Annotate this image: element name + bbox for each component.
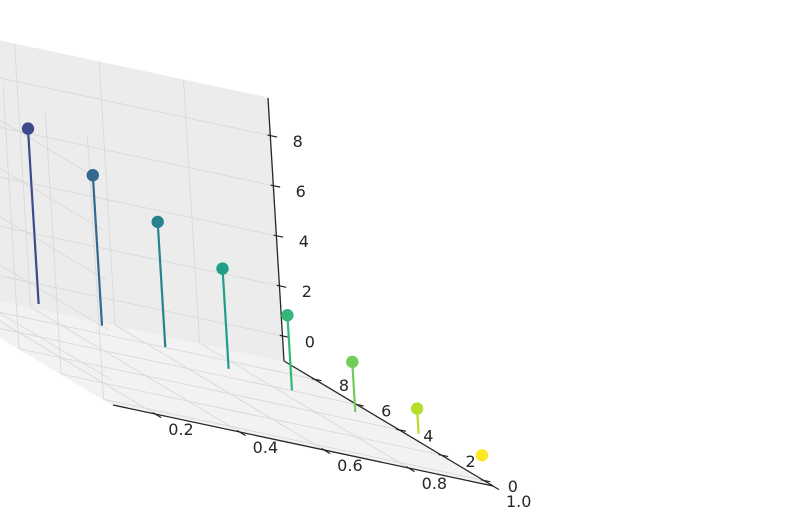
grid-line-z-wall (0, 312, 112, 381)
grid-line-x-back (98, 61, 116, 326)
x-axis-tick-label: 0.6 (337, 456, 362, 475)
y-axis-tick (480, 479, 491, 483)
stem-marker (281, 309, 294, 322)
grid-line-x-floor (199, 342, 409, 469)
y-axis-tick-label: 4 (423, 427, 433, 446)
z-axis-tick-label: 6 (296, 182, 306, 201)
stem-series (21, 122, 489, 462)
stem-line (286, 315, 294, 391)
grid-line-z-back (0, 225, 280, 287)
y-axis-tick (311, 378, 322, 382)
grid-line-z-wall (0, 264, 109, 331)
grid-line-x-back (183, 79, 201, 344)
stem-marker (346, 355, 359, 369)
z-axis-tick (270, 184, 281, 188)
z-axis-tick-label: 8 (293, 132, 303, 151)
x-axis-tick-label: 0.2 (168, 420, 193, 439)
grid-line-z-back (0, 176, 277, 237)
x-axis-tick-label: 1.0 (506, 492, 531, 511)
y-axis-tick-label: 8 (339, 376, 349, 395)
x-axis-tick (321, 448, 331, 455)
grid-line-y-floor (103, 398, 484, 481)
grid-line-z-back (0, 77, 271, 137)
z-axis-tick (276, 284, 287, 288)
x-axis-tick-label: 0.4 (253, 438, 278, 457)
stem-marker (151, 215, 164, 229)
z-axis-line (267, 97, 285, 362)
tick-marks (152, 134, 500, 491)
axis-lines (112, 97, 494, 487)
z-axis-tick-label: 4 (299, 232, 309, 251)
grid-line-z-wall (0, 167, 103, 231)
stem-line (91, 175, 104, 326)
y-axis-tick-label: 2 (466, 452, 476, 471)
grid-line-x-back (14, 43, 32, 308)
stem-marker (21, 122, 35, 135)
stem-line (351, 361, 357, 413)
x-axis-line (112, 404, 494, 487)
stem-line (26, 128, 40, 304)
y-axis-tick (438, 453, 449, 458)
grid-line-z-wall (0, 119, 100, 180)
x-axis-tick (152, 412, 162, 419)
y-axis-tick-label: 0 (508, 477, 518, 496)
z-axis-tick (267, 134, 278, 138)
x-axis-tick-label: 0.8 (422, 474, 447, 493)
grid-line-y-floor (0, 311, 315, 380)
y-axis-tick-label: 6 (381, 401, 391, 420)
z-axis-tick-label: 0 (305, 332, 315, 351)
grid-line-y-wall (44, 111, 62, 375)
grid-line-y-wall (2, 85, 20, 349)
grid-line-y-floor (61, 373, 442, 456)
grid-line-x-floor (30, 306, 240, 433)
grid-line-x-floor (114, 324, 325, 451)
stem-marker (475, 449, 489, 462)
stem-marker (216, 262, 229, 275)
x-axis-tick (490, 484, 500, 491)
z-axis-tick (273, 234, 284, 238)
stem-marker (86, 169, 100, 182)
grid-line-x-floor (0, 320, 156, 415)
y-axis-line (283, 360, 494, 487)
x-axis-tick (405, 466, 415, 473)
z-axis-tick-label: 2 (302, 282, 312, 301)
x-axis-tick (236, 430, 246, 437)
stem-line (156, 221, 167, 348)
y-axis-tick (396, 428, 407, 432)
stem-marker (410, 402, 424, 415)
stem-line (221, 268, 230, 369)
grid-line-z-back (0, 126, 274, 187)
grid-line-z-wall (0, 216, 106, 281)
grid-line-z-back (0, 275, 283, 337)
axis-panes (0, 40, 494, 487)
back-wall-pane (0, 40, 285, 362)
